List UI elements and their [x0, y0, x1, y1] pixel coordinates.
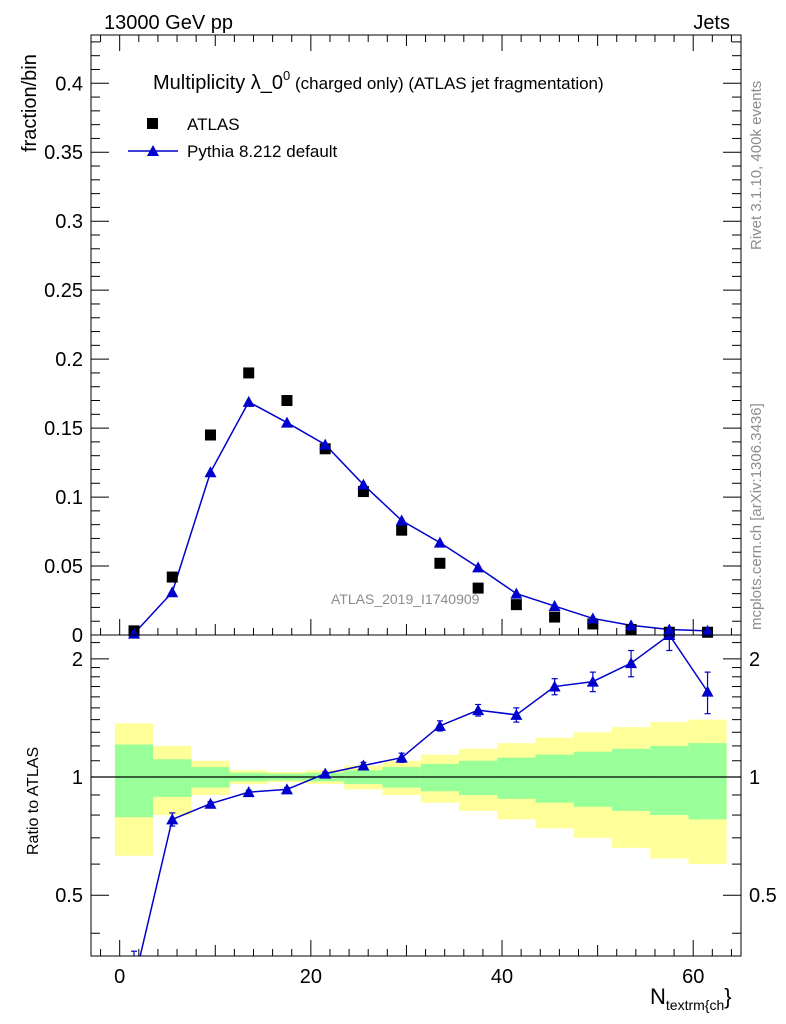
y-tick-label-bottom: 1	[72, 767, 83, 789]
plot-title-rest: (charged only) (ATLAS jet fragmentation)	[290, 74, 603, 93]
ratio-point	[319, 767, 332, 779]
atlas-point	[204, 429, 216, 441]
pythia-point	[701, 624, 714, 636]
y-tick-label-top: 0.05	[44, 556, 83, 578]
ratio-point	[625, 657, 638, 669]
atlas-point	[587, 618, 599, 630]
ratio-band-inner	[497, 757, 536, 799]
y-tick-label-bottom: 0.5	[55, 885, 83, 907]
x-axis-label: Ntextrm{ch}	[650, 984, 732, 1013]
atlas-point	[281, 395, 293, 407]
pythia-point	[472, 561, 485, 573]
ratio-plot-panel: 0 20 40 60 0.5 0.5 1 1 2 2	[55, 634, 777, 988]
ratio-point	[510, 708, 523, 720]
y-tick-label-bottom: 2	[72, 649, 83, 671]
atlas-point	[357, 486, 369, 498]
header-energy: 13000 GeV pp	[104, 12, 233, 34]
y-tick-label-bottom-right: 0.5	[749, 885, 777, 907]
pythia-line	[133, 400, 708, 635]
plot-title-sup: 0	[283, 68, 290, 83]
ratio-band-inner	[114, 744, 154, 818]
ratio-series-group	[131, 635, 714, 956]
ratio-band-inner	[153, 759, 192, 797]
pythia-point	[166, 586, 179, 598]
legend-pythia-marker	[147, 145, 159, 156]
pythia-point	[625, 619, 638, 631]
pythia-point	[395, 514, 408, 526]
analysis-label: ATLAS_2019_I1740909	[331, 591, 480, 607]
x-axis-label-main: N	[650, 984, 666, 1009]
ratio-point	[701, 685, 714, 697]
header-jets: Jets	[693, 12, 730, 34]
ratio-band-inner	[688, 743, 727, 820]
x-axis-label-end: }	[724, 984, 731, 1009]
x-tick-label: 40	[491, 966, 513, 988]
ratio-plot-frame	[90, 634, 742, 957]
atlas-point	[472, 582, 484, 594]
legend-pythia-label: Pythia 8.212 default	[187, 142, 338, 161]
ratio-point	[586, 675, 599, 687]
ratio-band-inner	[459, 760, 498, 795]
y-tick-label-top: 0.1	[55, 487, 83, 509]
x-axis-label-sub: textrm{ch	[666, 997, 724, 1013]
ratio-point	[433, 719, 446, 731]
atlas-point	[166, 571, 178, 583]
pythia-point	[433, 536, 446, 548]
pythia-point	[280, 416, 293, 428]
y-axis-label-top: fraction/bin	[19, 54, 41, 152]
x-tick-label: 20	[300, 966, 322, 988]
y-tick-label-bottom-right: 1	[749, 767, 760, 789]
rivet-version-label: Rivet 3.1.10, 400k events	[748, 81, 765, 250]
plot-title-main: Multiplicity λ_0	[153, 72, 283, 94]
atlas-point	[510, 599, 522, 611]
ratio-band-inner	[535, 754, 574, 803]
legend-atlas-marker	[147, 118, 158, 129]
ratio-point	[242, 786, 255, 798]
pythia-point	[357, 478, 370, 490]
pythia-point	[586, 612, 599, 624]
y-tick-label-top: 0.25	[44, 280, 83, 302]
ratio-point	[395, 751, 408, 763]
ratio-band-inner	[573, 751, 612, 807]
main-plot-panel: 0 0.05 0.1 0.15 0.2 0.25 0.3 0.35 0.4 Multiplici…	[44, 34, 742, 647]
pythia-point	[204, 466, 217, 478]
y-axis-label-bottom: Ratio to ATLAS	[25, 747, 42, 855]
y-tick-label-top: 0.3	[55, 211, 83, 233]
ratio-band-inner	[611, 748, 651, 811]
ratio-point	[280, 783, 293, 795]
pythia-point	[663, 623, 676, 635]
atlas-point	[434, 557, 446, 569]
pythia-point	[128, 627, 141, 639]
ratio-point	[663, 635, 676, 640]
ratio-point	[548, 680, 561, 692]
y-tick-label-top: 0.35	[44, 142, 83, 164]
pythia-point	[319, 438, 332, 450]
pythia-point	[242, 395, 255, 407]
atlas-point	[396, 524, 408, 536]
pythia-point	[548, 600, 561, 612]
y-tick-label-top: 0.2	[55, 349, 83, 371]
atlas-point	[549, 611, 561, 623]
legend-atlas-label: ATLAS	[187, 115, 240, 134]
y-tick-label-top: 0	[72, 625, 83, 647]
pythia-point	[510, 587, 523, 599]
x-tick-label: 0	[114, 966, 125, 988]
x-tick-label: 60	[682, 966, 704, 988]
atlas-point	[243, 367, 255, 379]
ratio-band-inner	[650, 745, 689, 816]
y-tick-label-top: 0.15	[44, 418, 83, 440]
y-tick-label-bottom-right: 2	[749, 649, 760, 671]
mcplots-label: mcplots.cern.ch [arXiv:1306.3436]	[748, 403, 765, 630]
ratio-point	[204, 797, 217, 809]
y-tick-label-top: 0.4	[55, 73, 83, 95]
ratio-point	[472, 704, 485, 716]
ratio-point	[357, 759, 370, 771]
plot-title: Multiplicity λ_00 (charged only) (ATLAS …	[153, 68, 604, 94]
legend: ATLAS Pythia 8.212 default	[128, 115, 338, 161]
ratio-line	[139, 635, 709, 956]
ratio-point	[166, 813, 179, 825]
